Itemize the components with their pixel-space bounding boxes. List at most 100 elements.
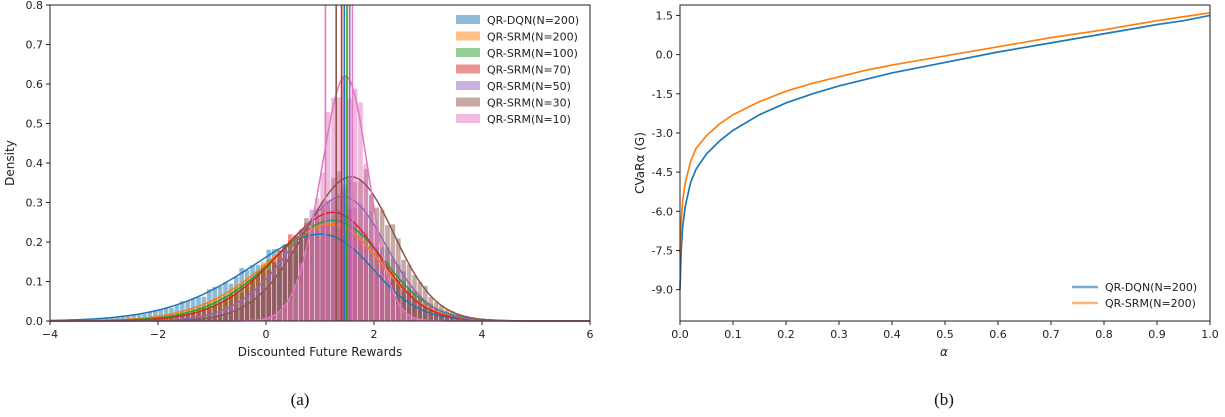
y-tick-label: -4.5 [652,166,673,179]
legend-label: QR-SRM(N=200) [1105,297,1196,310]
histogram-bar [406,315,412,321]
legend-swatch [456,48,480,57]
histogram-bar [401,310,406,321]
histogram-bar [374,228,379,321]
x-tick-label: −4 [42,328,58,341]
histogram-bar [234,310,239,321]
y-tick-label: 0.6 [26,78,44,91]
histogram-bar [120,315,126,321]
histogram-bar [412,317,417,321]
legend-label: QR-SRM(N=30) [487,97,571,110]
histogram-bars [88,76,482,322]
x-tick-label: 4 [479,328,486,341]
legend: QR-DQN(N=200) QR-SRM(N=200) QR-SRM(N=100) Q… [456,14,579,126]
histogram-bar [298,263,304,321]
cvar-curves [679,11,1211,290]
legend-swatch [456,97,480,107]
y-tick-label: 0.2 [26,236,44,249]
x-axis-label: α [940,345,948,359]
x-axis-label: Discounted Future Rewards [238,345,402,359]
x-tick-label: 0.0 [671,328,689,341]
y-tick-label: 0.7 [26,39,44,52]
histogram-bar [261,319,266,321]
caption-b: (b) [934,390,954,409]
x-tick-label: 6 [587,328,594,341]
histogram-bar [309,224,315,321]
x-tick-label: 0.2 [777,328,795,341]
histogram-bar [282,268,288,321]
x-tick-label: 0.9 [1148,328,1166,341]
histogram-bar [417,319,423,321]
y-tick-label: 0.8 [26,0,44,12]
y-axis-label: CVaRα (G) [633,132,647,194]
y-tick-label: -7.5 [652,244,673,257]
histogram-bar [369,193,374,321]
y-axis-ticks: 0.0 0.1 0.2 0.3 0.4 0.5 0.6 0.7 0.8 [26,0,50,328]
y-tick-label: -9.0 [652,284,673,297]
legend-swatch [456,64,480,74]
x-axis-ticks: 0.0 0.1 0.2 0.3 0.4 0.5 0.6 0.7 0.8 0.9 1.0 [671,321,1219,341]
histogram-bar [363,163,369,321]
histogram-bar [266,287,271,321]
histogram-bar [320,172,325,321]
histogram-bar [385,269,390,321]
histogram-bar [293,284,298,321]
histogram-bar [417,281,423,321]
histogram-bar [396,238,401,321]
histogram-bar [250,300,255,321]
x-tick-label: −2 [150,328,166,341]
x-tick-label: 0.5 [936,328,954,341]
histogram-bar [336,97,342,321]
y-tick-label: 0.0 [656,49,674,62]
histogram-bar [304,250,309,321]
legend-label: QR-SRM(N=50) [487,80,571,93]
legend-label: QR-SRM(N=200) [487,31,578,44]
cvar-line [679,11,1211,254]
y-tick-label: -6.0 [652,205,673,218]
histogram-bar [277,311,282,321]
legend-swatch [456,114,480,123]
x-tick-label: 0.4 [883,328,901,341]
histogram-bar [352,88,358,322]
x-tick-label: 0.7 [1042,328,1060,341]
y-tick-label: 0.1 [26,276,44,289]
histogram-bar [239,308,244,321]
kde-line [49,233,590,322]
histogram-bar [288,299,293,321]
mean-lines [324,5,354,321]
x-tick-label: 0.8 [1095,328,1113,341]
plot-frame [679,4,1211,322]
histogram-bar [271,315,277,321]
histogram-bar [271,277,277,321]
x-tick-label: 2 [371,328,378,341]
histogram-bar [196,319,201,321]
histogram-bar [266,317,271,321]
caption-a: (a) [291,390,310,409]
x-axis-ticks: −4 −2 0 2 4 6 [42,321,594,341]
legend-label: QR-SRM(N=100) [487,47,578,60]
histogram-bar [390,224,396,321]
histogram-bar [325,112,331,321]
y-tick-label: -1.5 [652,88,673,101]
histogram-bar [315,198,320,321]
histogram-bar [153,310,158,321]
y-tick-label: 0.0 [26,315,44,328]
histogram-bar [261,291,266,321]
legend-label: QR-SRM(N=10) [487,113,571,126]
kde-line [49,223,590,322]
y-tick-label: -3.0 [652,127,673,140]
histogram-bar [228,312,234,321]
histogram-bar [282,305,288,321]
x-tick-label: 0.6 [989,328,1007,341]
x-tick-label: 0.1 [724,328,742,341]
histogram-bar [423,285,428,321]
histogram-bar [131,314,136,321]
kde-line [50,211,590,322]
y-axis-label: Density [3,140,17,186]
y-tick-label: 0.3 [26,197,44,210]
histogram-bar [406,264,412,321]
histogram-bar [217,315,223,321]
legend-swatch [456,31,480,41]
histogram-bar [212,316,217,321]
legend-label: QR-DQN(N=200) [487,14,579,27]
